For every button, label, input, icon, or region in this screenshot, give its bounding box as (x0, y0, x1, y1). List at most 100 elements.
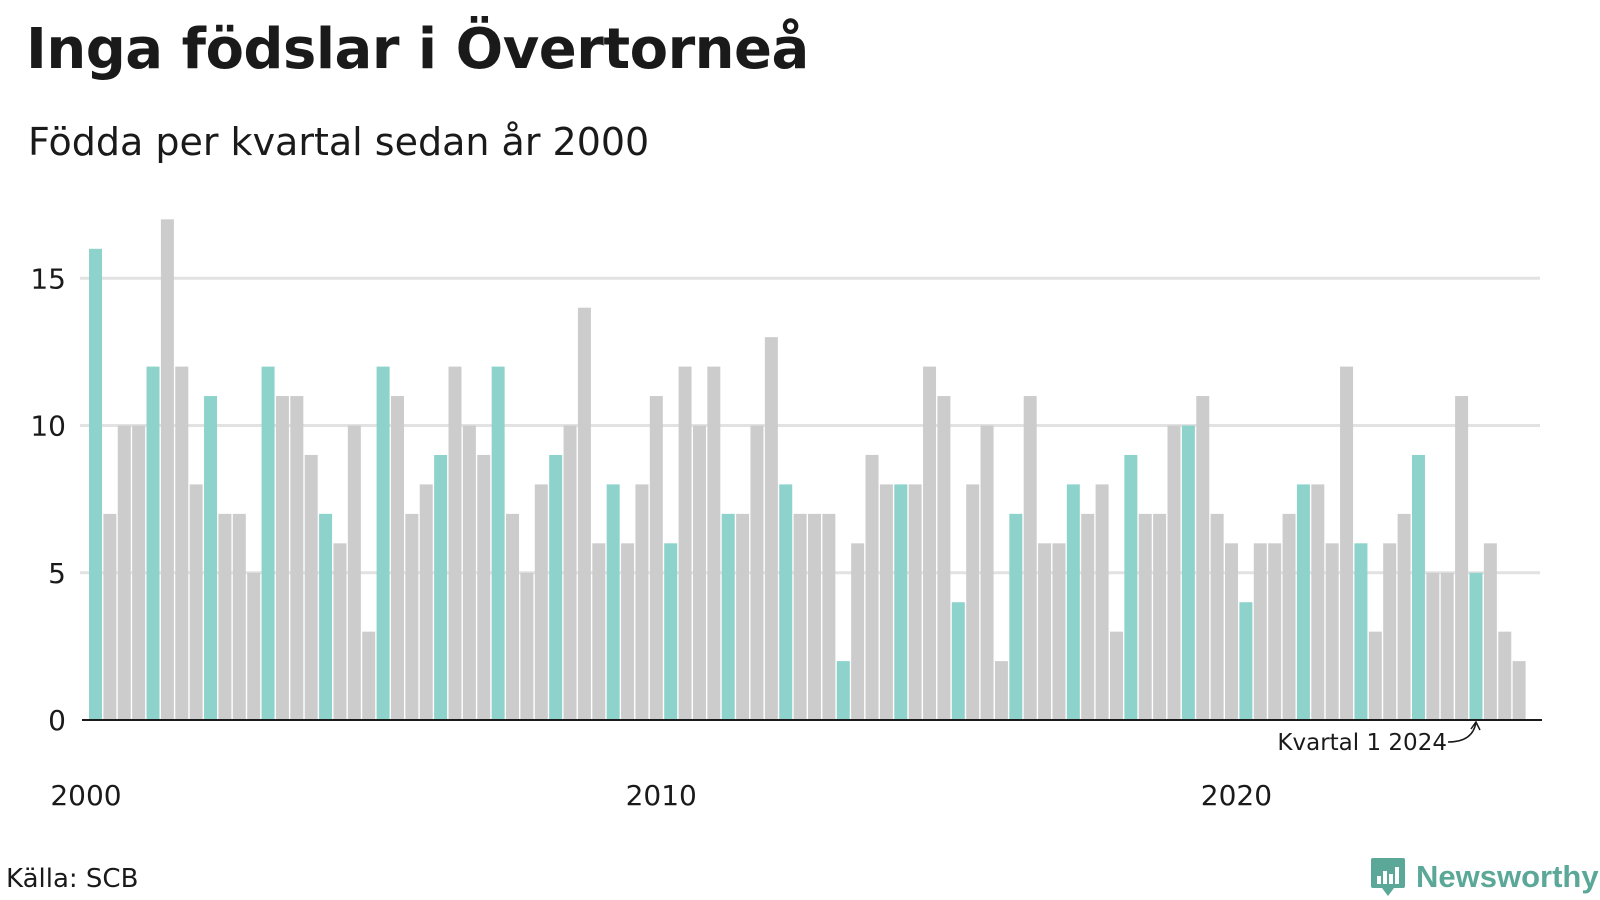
y-axis-ticks: 0 5 10 15 (30, 262, 66, 737)
bar (376, 366, 390, 720)
bar (1383, 543, 1397, 720)
bar (1153, 513, 1167, 720)
bar (506, 513, 520, 720)
brand-logo[interactable]: Newsworthy (1370, 856, 1599, 898)
bar (621, 543, 635, 720)
bar (1455, 396, 1469, 720)
bar (1426, 572, 1440, 720)
bar (822, 513, 836, 720)
bar (1109, 631, 1123, 720)
bar (606, 484, 620, 720)
bar (1066, 484, 1080, 720)
bar (1023, 396, 1037, 720)
bar (793, 513, 807, 720)
bar (534, 484, 548, 720)
bar (146, 366, 160, 720)
bar (1038, 543, 1052, 720)
newsworthy-logo-icon (1371, 858, 1405, 896)
bar (319, 513, 333, 720)
bar (132, 425, 146, 720)
bar (405, 513, 419, 720)
bar (204, 396, 218, 720)
bar (434, 454, 448, 720)
source-note: Källa: SCB (6, 864, 139, 894)
bar (448, 366, 462, 720)
y-tick-label: 15 (30, 262, 66, 295)
bar (951, 602, 965, 720)
bar (750, 425, 764, 720)
bar (103, 513, 117, 720)
bar (1052, 543, 1066, 720)
bar (189, 484, 203, 720)
bar-chart: 0 5 10 15 2000 2010 2020 Kvartal 1 2024 (30, 219, 1542, 812)
bar (218, 513, 232, 720)
bar (808, 513, 821, 720)
bar (1397, 513, 1411, 720)
bar (1253, 543, 1267, 720)
bar (966, 484, 980, 720)
bar (577, 307, 591, 720)
bar (692, 425, 706, 720)
bar (477, 454, 491, 720)
bar (89, 248, 102, 721)
bars (89, 219, 1526, 721)
bar (1469, 572, 1483, 720)
bar (1167, 425, 1181, 720)
bar (247, 572, 261, 720)
bar (1440, 572, 1454, 720)
bar (736, 513, 750, 720)
bar (491, 366, 505, 720)
bar (707, 366, 721, 720)
bar (261, 366, 275, 720)
bar (362, 631, 376, 720)
bar (779, 484, 793, 720)
x-tick-label: 2020 (1201, 779, 1272, 812)
bar (160, 219, 174, 720)
bar (462, 425, 476, 720)
brand-name: Newsworthy (1416, 859, 1599, 894)
bar (894, 484, 908, 720)
bar (290, 396, 304, 720)
bar (563, 425, 577, 720)
bar (1268, 543, 1282, 720)
annotation: Kvartal 1 2024 (1277, 720, 1481, 756)
bar (592, 543, 606, 720)
bar (1181, 425, 1195, 720)
x-tick-label: 2000 (50, 779, 121, 812)
x-tick-label: 2010 (626, 779, 697, 812)
bar (1325, 543, 1339, 720)
bar (664, 543, 678, 720)
bar (1196, 396, 1210, 720)
bar (175, 366, 189, 720)
bar (1411, 454, 1425, 720)
bar (879, 484, 893, 720)
bar (1210, 513, 1224, 720)
bar (304, 454, 318, 720)
bar (865, 454, 879, 720)
bar (1354, 543, 1368, 720)
bar (851, 543, 865, 720)
y-tick-label: 10 (30, 410, 66, 443)
annotation-label: Kvartal 1 2024 (1277, 730, 1447, 756)
chart-subtitle: Födda per kvartal sedan år 2000 (28, 120, 650, 164)
bar (520, 572, 534, 720)
bar (1498, 631, 1512, 720)
y-tick-label: 5 (48, 557, 66, 590)
bar (1296, 484, 1310, 720)
bar (347, 425, 361, 720)
y-tick-label: 0 (48, 704, 66, 737)
bar (678, 366, 692, 720)
bar (117, 425, 131, 720)
bar (1340, 366, 1354, 720)
bar (836, 661, 850, 720)
bar (1138, 513, 1152, 720)
annotation-arrow (1447, 720, 1481, 743)
bar (1124, 454, 1138, 720)
bar (549, 454, 563, 720)
bar (1239, 602, 1253, 720)
bar (333, 543, 347, 720)
bar (1081, 513, 1095, 720)
bar (390, 396, 404, 720)
bar (764, 337, 778, 720)
bar (721, 513, 735, 720)
